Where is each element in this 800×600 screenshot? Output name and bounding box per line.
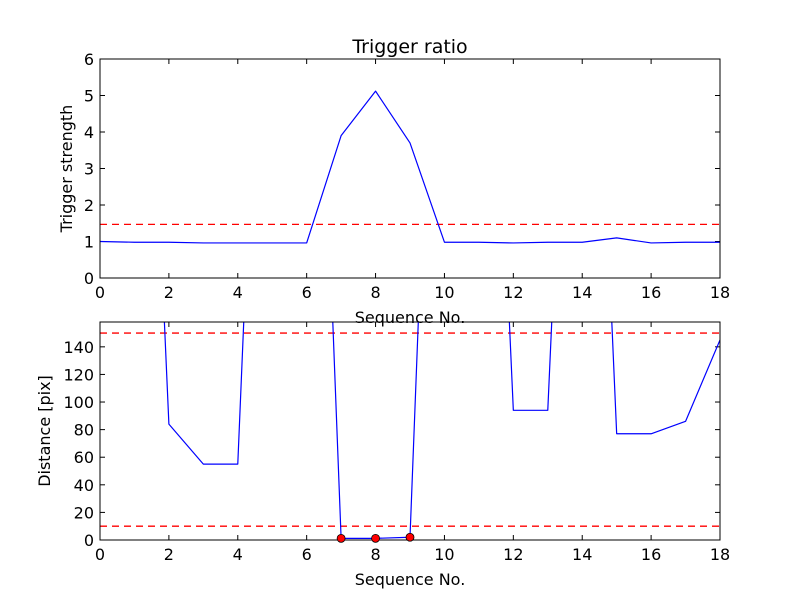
y-tick-label: 20 [74, 503, 94, 522]
y-tick-label: 5 [84, 87, 94, 106]
x-tick-label: 6 [302, 545, 312, 564]
x-tick-label: 18 [710, 283, 730, 302]
x-tick-label: 4 [233, 283, 243, 302]
x-axis-label: Sequence No. [355, 570, 466, 589]
y-tick-label: 80 [74, 421, 94, 440]
x-tick-label: 10 [434, 545, 454, 564]
y-tick-label: 4 [84, 123, 94, 142]
y-axis-label: Trigger strength [57, 105, 76, 234]
y-tick-label: 0 [84, 531, 94, 550]
y-tick-label: 1 [84, 233, 94, 252]
x-tick-label: 2 [164, 545, 174, 564]
y-tick-label: 60 [74, 448, 94, 467]
x-tick-label: 4 [233, 545, 243, 564]
x-tick-label: 2 [164, 283, 174, 302]
data-point-marker [405, 532, 415, 542]
y-tick-label: 6 [84, 50, 94, 69]
distance-chart: 0 2 4 6 8 10 12 14 16 18 0 20 40 60 80 100 120 140 Sequen… [35, 321, 730, 589]
x-tick-label: 6 [302, 283, 312, 302]
x-tick-label: 14 [572, 545, 592, 564]
x-tick-label: 0 [95, 545, 105, 564]
y-tick-label: 3 [84, 160, 94, 179]
y-tick-label: 140 [63, 338, 94, 357]
y-tick-label: 120 [63, 365, 94, 384]
x-tick-label: 10 [434, 283, 454, 302]
x-tick-label: 12 [503, 545, 523, 564]
x-tick-label: 0 [95, 283, 105, 302]
x-tick-label: 18 [710, 545, 730, 564]
x-tick-label: 16 [641, 545, 661, 564]
y-tick-label: 100 [63, 393, 94, 412]
plot-area [100, 90, 720, 244]
x-tick-label: 8 [370, 283, 380, 302]
data-point-marker [336, 533, 346, 543]
x-tick-label: 8 [370, 545, 380, 564]
data-point-marker [371, 533, 380, 543]
x-tick-label: 14 [572, 283, 592, 302]
ticks-group: 0 2 4 6 8 10 12 14 16 18 0 20 40 60 80 100 120 140 [63, 322, 730, 564]
series-line [100, 90, 720, 244]
x-tick-label: 16 [641, 283, 661, 302]
x-axis-label: Sequence No. [355, 308, 466, 327]
y-tick-label: 0 [84, 269, 94, 288]
x-tick-label: 12 [503, 283, 523, 302]
y-axis-label: Distance [pix] [35, 375, 54, 487]
y-tick-label: 40 [74, 476, 94, 495]
plot-frame [99, 58, 721, 279]
y-tick-label: 2 [84, 196, 94, 215]
chart-title: Trigger ratio [351, 36, 467, 58]
